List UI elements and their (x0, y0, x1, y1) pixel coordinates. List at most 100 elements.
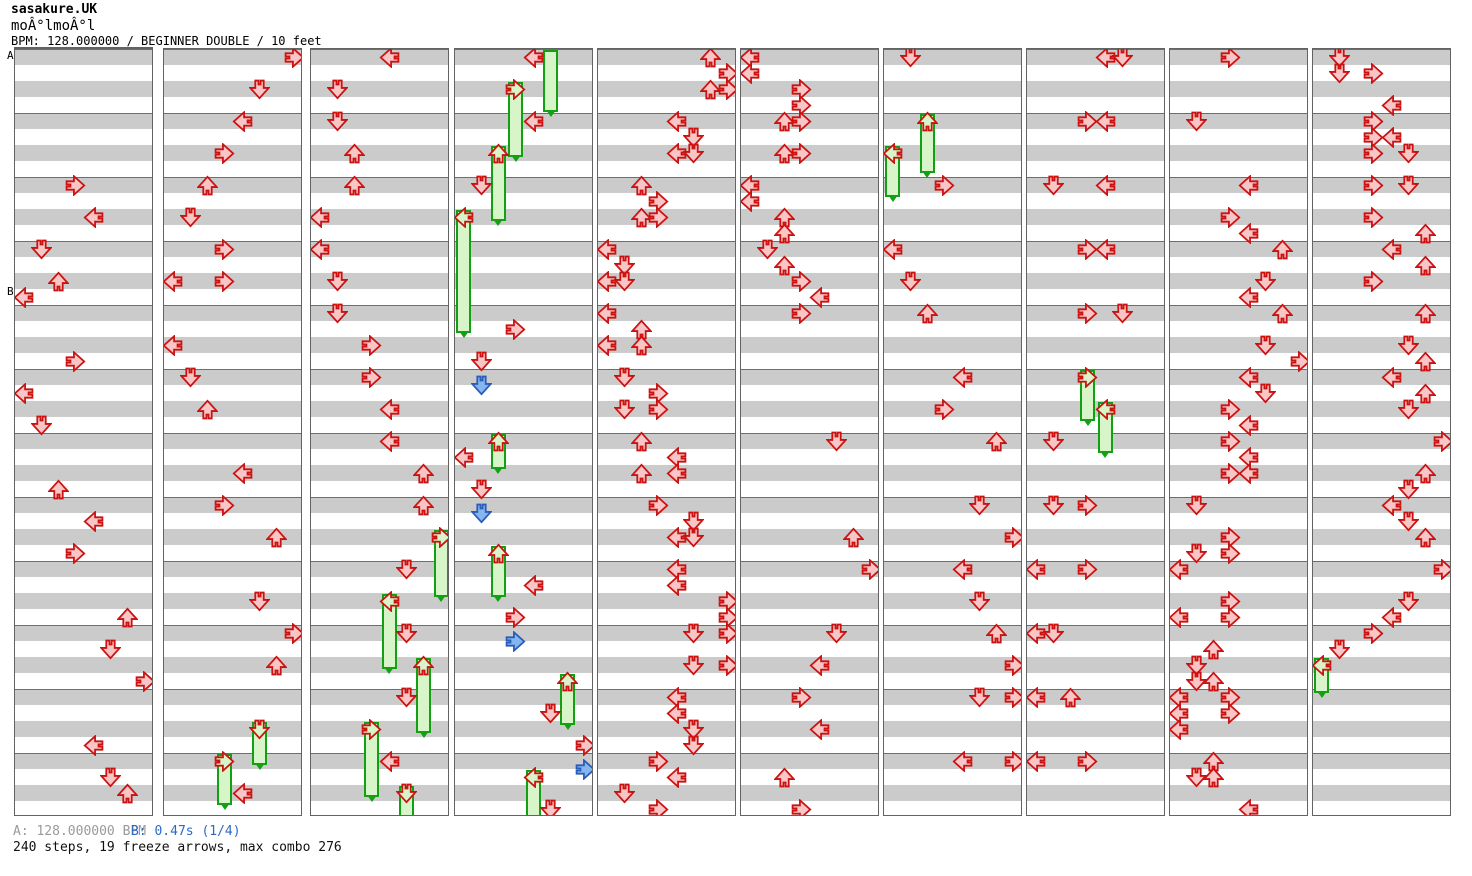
up-arrow-icon (487, 430, 509, 452)
right-arrow-icon (1077, 494, 1098, 516)
freeze-tail-point (1082, 419, 1093, 426)
left-arrow-icon (666, 574, 687, 596)
down-arrow-icon (249, 79, 271, 100)
right-arrow-icon (861, 558, 878, 580)
right-arrow-icon (1220, 702, 1241, 724)
right-arrow-icon (505, 318, 526, 340)
left-arrow-icon (1381, 606, 1402, 628)
down-arrow-icon (613, 783, 635, 804)
left-arrow-icon (1381, 494, 1402, 516)
up-arrow-icon (1202, 750, 1224, 772)
right-arrow-icon (361, 334, 382, 356)
left-arrow-icon (1238, 414, 1259, 436)
down-arrow-icon (1112, 49, 1134, 68)
down-arrow-icon (1185, 495, 1207, 516)
left-arrow-icon (83, 206, 104, 228)
left-arrow-icon (1027, 622, 1046, 644)
down-arrow-icon (683, 735, 705, 756)
up-arrow-icon (1202, 766, 1224, 788)
up-arrow-icon (413, 654, 435, 676)
right-arrow-icon (505, 78, 526, 100)
freeze-tail-point (1316, 691, 1327, 698)
down-arrow-icon (326, 111, 348, 132)
up-arrow-icon (1415, 526, 1437, 548)
left-arrow-icon (1095, 110, 1116, 132)
up-arrow-icon (47, 478, 69, 500)
left-arrow-icon (1170, 558, 1189, 580)
left-arrow-icon (1027, 750, 1046, 772)
freeze-tail-point (562, 723, 573, 730)
down-arrow-icon (470, 503, 492, 524)
left-arrow-icon (809, 718, 830, 740)
left-arrow-icon (1381, 126, 1402, 148)
freeze-tail-point (436, 595, 447, 602)
right-arrow-icon (791, 110, 812, 132)
down-arrow-icon (969, 687, 991, 708)
left-arrow-icon (523, 49, 544, 68)
down-arrow-icon (470, 175, 492, 196)
up-arrow-icon (986, 430, 1008, 452)
freeze-tail-point (510, 155, 521, 162)
down-arrow-icon (100, 639, 122, 660)
chart-column-9 (1169, 48, 1308, 816)
right-arrow-icon (361, 718, 382, 740)
down-arrow-icon (470, 351, 492, 372)
up-arrow-icon (916, 110, 938, 132)
down-arrow-icon (100, 767, 122, 788)
left-arrow-icon (952, 558, 973, 580)
down-arrow-icon (1328, 49, 1350, 68)
up-arrow-icon (843, 526, 865, 548)
up-arrow-icon (1415, 382, 1437, 404)
left-arrow-icon (741, 190, 760, 212)
up-arrow-icon (630, 462, 652, 484)
up-arrow-icon (773, 222, 795, 244)
left-arrow-icon (1238, 174, 1259, 196)
right-arrow-icon (1220, 49, 1241, 68)
left-arrow-icon (666, 110, 687, 132)
right-arrow-icon (1363, 174, 1384, 196)
down-arrow-icon (30, 415, 52, 436)
freeze-tail-point (493, 219, 504, 226)
chart-column-7 (883, 48, 1022, 816)
right-arrow-icon (65, 350, 86, 372)
left-arrow-icon (1238, 366, 1259, 388)
down-arrow-icon (326, 303, 348, 324)
down-arrow-icon (969, 591, 991, 612)
freeze-tail-point (366, 795, 377, 802)
up-arrow-icon (487, 142, 509, 164)
left-arrow-icon (379, 398, 400, 420)
down-arrow-icon (30, 239, 52, 260)
left-arrow-icon (884, 142, 903, 164)
left-arrow-icon (1095, 174, 1116, 196)
up-arrow-icon (196, 174, 218, 196)
down-arrow-icon (470, 375, 492, 396)
freeze-tail-point (254, 763, 265, 770)
left-arrow-icon (379, 430, 400, 452)
right-arrow-icon (1220, 398, 1241, 420)
right-arrow-icon (1004, 654, 1021, 676)
right-arrow-icon (1220, 206, 1241, 228)
right-arrow-icon (718, 622, 735, 644)
artist-name: sasakure.UK (11, 2, 98, 17)
left-arrow-icon (83, 734, 104, 756)
left-arrow-icon (232, 462, 253, 484)
left-arrow-icon (379, 750, 400, 772)
left-arrow-icon (1170, 606, 1189, 628)
left-arrow-icon (164, 334, 183, 356)
right-arrow-icon (1433, 558, 1450, 580)
up-arrow-icon (773, 254, 795, 276)
down-arrow-icon (326, 79, 348, 100)
freeze-body (543, 50, 559, 118)
down-arrow-icon (683, 623, 705, 644)
up-arrow-icon (1415, 254, 1437, 276)
up-arrow-icon (1202, 670, 1224, 692)
left-arrow-icon (379, 590, 400, 612)
left-arrow-icon (666, 142, 687, 164)
left-arrow-icon (598, 270, 617, 292)
right-arrow-icon (648, 398, 669, 420)
right-arrow-icon (1363, 142, 1384, 164)
freeze-tail-point (493, 467, 504, 474)
left-arrow-icon (666, 686, 687, 708)
right-arrow-icon (431, 526, 448, 548)
footer-stop-marker: B: 0.47s (1/4) (131, 824, 241, 839)
